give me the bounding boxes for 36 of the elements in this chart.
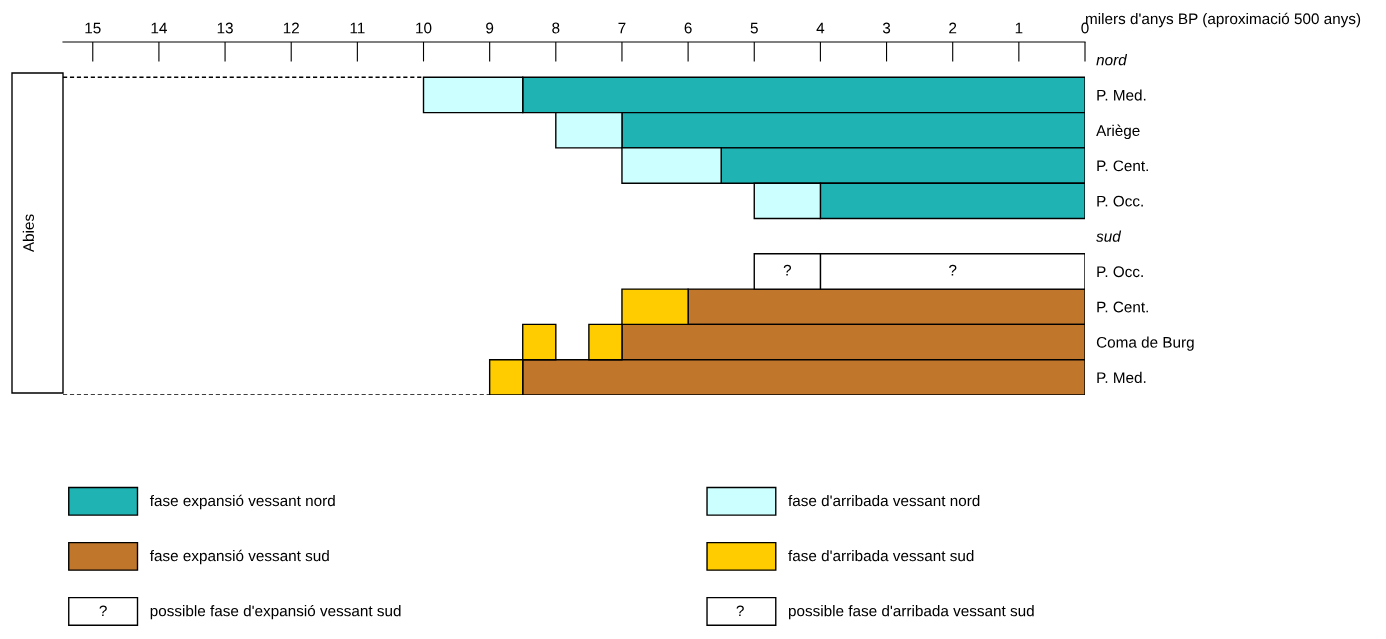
legend-label: possible fase d'arribada vessant sud <box>788 605 1034 620</box>
y-tick-label: P. Occ. <box>1097 266 1143 278</box>
x-tick-label: 14 <box>151 22 167 34</box>
x-tick-label: 6 <box>684 22 692 34</box>
text: ? <box>99 605 107 617</box>
x-tick-label: 3 <box>882 22 891 34</box>
y-axis-title: Abies <box>22 214 34 253</box>
data-label: ? <box>783 264 792 276</box>
x-tick-label: 13 <box>217 22 233 34</box>
x-tick-label: 9 <box>486 22 494 34</box>
x-tick-label: 2 <box>949 22 957 34</box>
legend-label: fase d'arribada vessant sud <box>788 550 974 562</box>
x-tick-label: 10 <box>416 22 432 34</box>
legend-label: fase expansió vessant nord <box>149 494 335 510</box>
y-tick-label: P. Cent. <box>1097 160 1148 172</box>
x-tick-label: 7 <box>618 22 626 34</box>
legend-label: fase d'arribada vessant nord <box>788 494 980 507</box>
y-tick-label: P. Cent. <box>1097 301 1148 313</box>
y-tick-label: Ariège <box>1096 124 1140 140</box>
x-tick-label: 5 <box>750 22 758 34</box>
y-tick-label: P. Med. <box>1097 371 1146 384</box>
data-label: ? <box>949 264 957 276</box>
text: ? <box>736 605 744 617</box>
y-tick-label: Coma de Burg <box>1096 336 1194 351</box>
x-tick-label: 8 <box>552 22 560 34</box>
x-tick-label: 15 <box>85 22 101 34</box>
y-tick-label: nord <box>1096 54 1128 66</box>
x-tick-label: 11 <box>350 22 365 34</box>
legend-label: fase expansió vessant sud <box>149 549 329 565</box>
y-tick-label: sud <box>1096 230 1122 242</box>
x-tick-label: 12 <box>283 22 299 34</box>
x-tick-label: 1 <box>1015 22 1023 34</box>
legend-label: possible fase d'expansió vessant sud <box>150 604 401 620</box>
y-tick-label: P. Med. <box>1097 89 1146 101</box>
x-tick-label: 4 <box>816 22 825 34</box>
y-tick-label: P. Occ. <box>1097 195 1143 207</box>
